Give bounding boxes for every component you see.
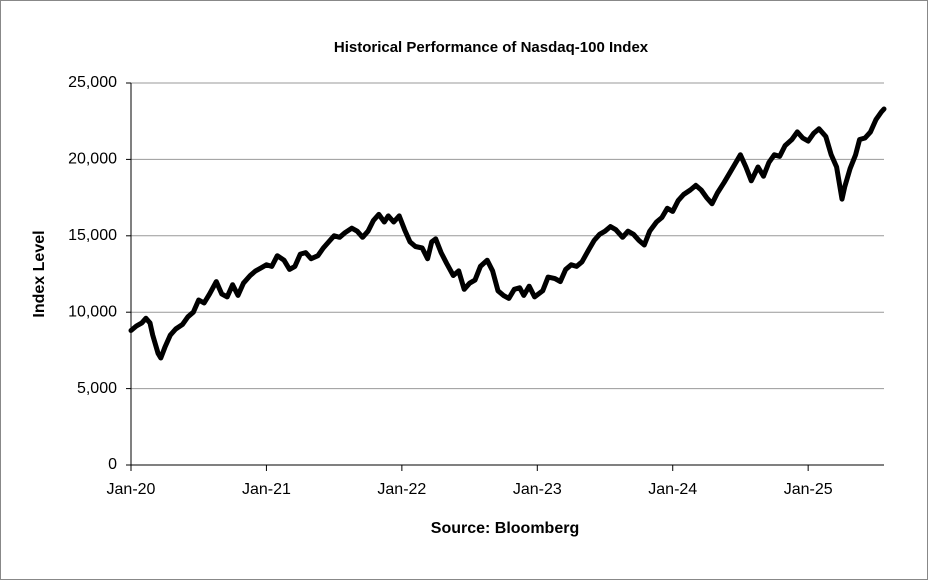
source-label: Source: Bloomberg — [431, 520, 579, 537]
x-tick-label: Jan-25 — [784, 481, 833, 498]
y-tick-label: 25,000 — [68, 74, 117, 91]
x-tick-label: Jan-23 — [513, 481, 562, 498]
x-tick-label: Jan-22 — [377, 481, 426, 498]
y-axis-label: Index Level — [31, 230, 48, 317]
y-tick-label: 10,000 — [68, 303, 117, 320]
y-tick-label: 20,000 — [68, 151, 117, 168]
y-tick-label: 0 — [108, 456, 117, 473]
y-tick-label: 5,000 — [77, 380, 117, 397]
x-tick-label: Jan-21 — [242, 481, 291, 498]
y-tick-label: 15,000 — [68, 227, 117, 244]
chart-title: Historical Performance of Nasdaq-100 Ind… — [334, 39, 649, 56]
x-tick-label: Jan-24 — [648, 481, 697, 498]
x-tick-label: Jan-20 — [107, 481, 156, 498]
index-line — [128, 106, 887, 361]
